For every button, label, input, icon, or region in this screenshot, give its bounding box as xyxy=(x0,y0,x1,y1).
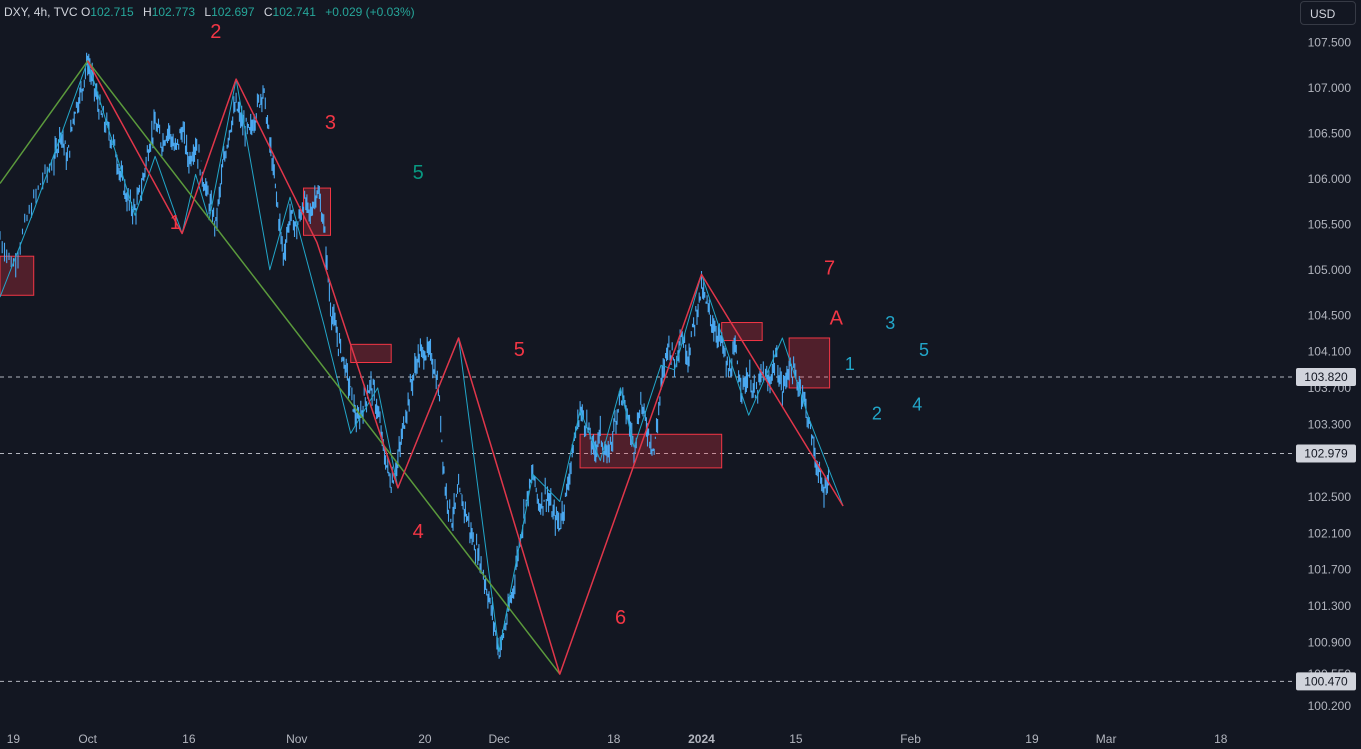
price-tick-9: 103.300 xyxy=(1308,417,1352,431)
price-tick-1: 107.000 xyxy=(1308,81,1352,95)
wave-label-10: 5 xyxy=(919,340,929,360)
price-tick-5: 105.000 xyxy=(1308,263,1352,277)
price-tick-16: 100.200 xyxy=(1308,699,1352,713)
wave-label-11: 1 xyxy=(845,354,855,374)
wave-label-6: 6 xyxy=(615,607,626,629)
time-axis[interactable]: 19 Oct 16 Nov 20 Dec 18 2024 15 Feb 19 Mar 18 xyxy=(0,720,1295,749)
price-tick-7: 104.100 xyxy=(1308,345,1352,359)
open-value: 102.715 xyxy=(90,5,134,19)
wave-label-8: A xyxy=(830,307,844,329)
price-bars xyxy=(0,52,830,659)
time-tick-6: 18 xyxy=(607,732,621,746)
range-box-0 xyxy=(0,255,35,296)
range-boxes xyxy=(0,187,831,469)
currency-button[interactable]: USD xyxy=(1300,1,1356,25)
price-tag-1: 102.979 xyxy=(1304,446,1348,460)
wave-label-2: 3 xyxy=(325,112,336,134)
range-box-2 xyxy=(350,343,392,364)
time-tick-12: 18 xyxy=(1214,732,1228,746)
price-tick-12: 101.700 xyxy=(1308,563,1352,577)
price-tick-10: 102.500 xyxy=(1308,490,1352,504)
time-tick-5: Dec xyxy=(488,732,509,746)
high-value: 102.773 xyxy=(151,5,196,19)
time-tick-1: Oct xyxy=(78,732,97,746)
low-label: L xyxy=(204,5,212,19)
wave-label-3: 5 xyxy=(413,162,424,184)
price-tick-14: 100.900 xyxy=(1308,635,1352,649)
range-box-5 xyxy=(788,337,831,389)
time-tick-7: 2024 xyxy=(688,732,715,746)
range-box-4 xyxy=(721,322,763,342)
price-tick-2: 106.500 xyxy=(1308,127,1352,141)
close-label: C xyxy=(263,5,273,19)
high-label: H xyxy=(143,5,152,19)
time-tick-4: 20 xyxy=(418,732,432,746)
zigzag-major xyxy=(0,60,561,675)
price-lines xyxy=(0,376,1295,682)
wave-label-7: 7 xyxy=(824,257,835,279)
time-axis-bg xyxy=(0,720,1295,749)
price-tag-bg-2 xyxy=(1296,672,1356,691)
symbol-label[interactable]: DXY, 4h, TVC xyxy=(4,5,78,19)
time-tick-10: 19 xyxy=(1025,732,1039,746)
change-value: +0.029 (+0.03%) xyxy=(325,5,415,19)
price-tick-0: 107.500 xyxy=(1308,36,1352,50)
wave-labels: 2 1 3 5 4 5 6 7 A 3 5 1 2 4 xyxy=(170,21,929,629)
open-label: O xyxy=(80,5,91,19)
time-tick-9: Feb xyxy=(900,732,921,746)
wave-label-0: 2 xyxy=(210,21,221,43)
close-value: 102.741 xyxy=(272,5,316,19)
price-axis[interactable]: 107.500 107.000 106.500 106.000 105.500 105.0… xyxy=(1295,0,1361,749)
wave-label-1: 1 xyxy=(170,212,181,234)
time-tick-3: Nov xyxy=(286,732,307,746)
zigzag-lines xyxy=(0,60,844,675)
price-tick-4: 105.500 xyxy=(1308,217,1352,231)
price-tick-13: 101.300 xyxy=(1308,599,1352,613)
time-tick-11: Mar xyxy=(1096,732,1117,746)
wave-label-13: 4 xyxy=(912,395,922,415)
ohlc-legend: DXY, 4h, TVC O102.715 H102.773 L102.697 … xyxy=(4,5,421,19)
price-tick-6: 104.500 xyxy=(1308,308,1352,322)
wave-label-12: 2 xyxy=(872,404,882,424)
price-tag-bg-0 xyxy=(1296,368,1356,387)
price-tick-3: 106.000 xyxy=(1308,172,1352,186)
price-tag-bg-1 xyxy=(1296,444,1356,463)
wave-label-9: 3 xyxy=(885,313,895,333)
price-bars-path xyxy=(0,52,830,659)
low-value: 102.697 xyxy=(211,5,255,19)
price-tag-0: 103.820 xyxy=(1304,370,1348,384)
wave-label-4: 4 xyxy=(413,521,424,543)
price-tick-11: 102.100 xyxy=(1308,526,1352,540)
wave-label-5: 5 xyxy=(514,339,525,361)
time-tick-2: 16 xyxy=(182,732,196,746)
time-tick-8: 15 xyxy=(789,732,803,746)
zigzag-intermediate xyxy=(87,60,844,675)
time-tick-0: 19 xyxy=(7,732,21,746)
price-tag-2: 100.470 xyxy=(1304,674,1348,688)
